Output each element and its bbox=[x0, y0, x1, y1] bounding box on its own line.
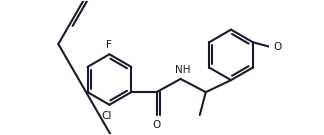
Text: NH: NH bbox=[175, 65, 191, 75]
Text: O: O bbox=[273, 42, 282, 52]
Text: F: F bbox=[107, 40, 112, 50]
Text: O: O bbox=[152, 120, 161, 130]
Text: Cl: Cl bbox=[102, 111, 112, 121]
